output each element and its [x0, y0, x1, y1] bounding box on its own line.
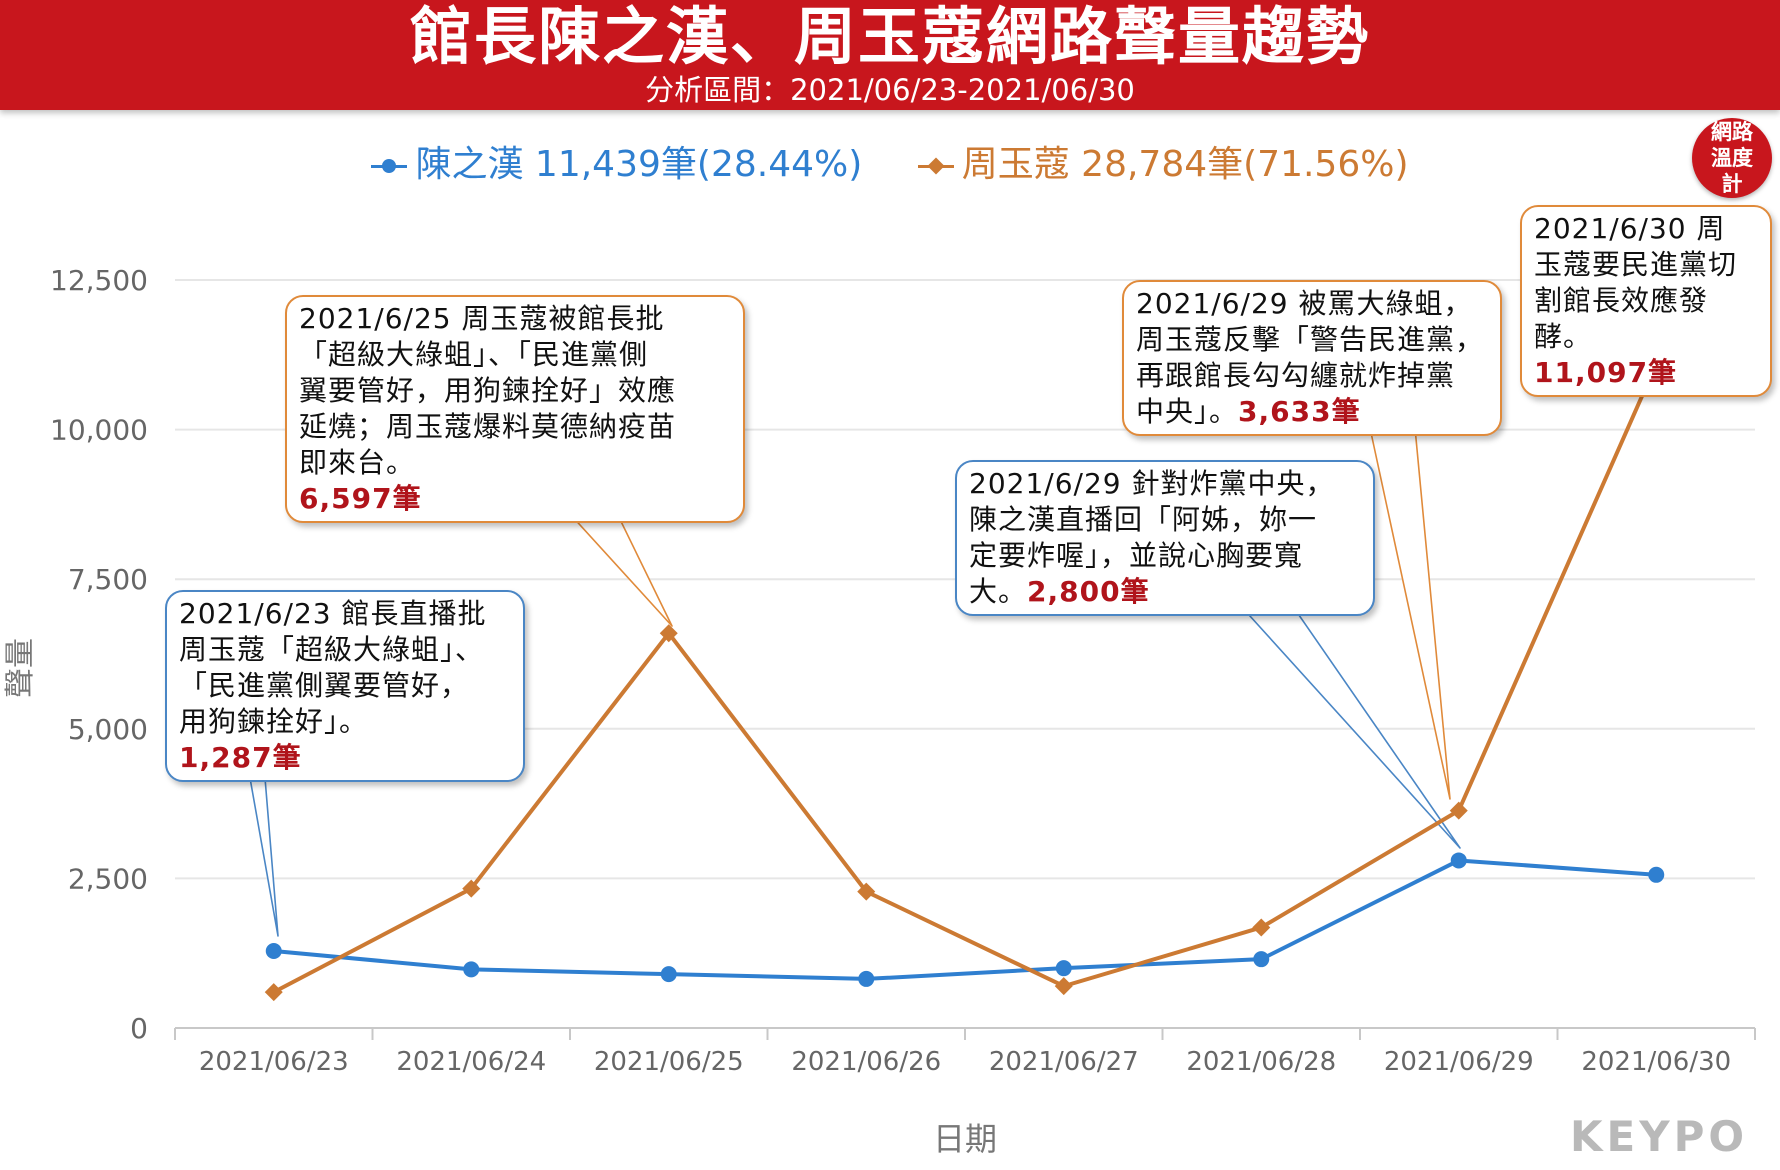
series-line-0 [273, 858, 1657, 981]
series-line-1 [272, 363, 1659, 994]
data-point [660, 966, 677, 983]
title-banner: 館長陳之漢、周玉蔻網路聲量趨勢 分析區間：2021/06/23-2021/06/… [0, 0, 1780, 110]
legend-item-chen[interactable]: 陳之漢 11,439筆(28.44%) [371, 140, 862, 190]
callout-text-line: 玉蔻要民進黨切 [1534, 248, 1738, 281]
page-title: 館長陳之漢、周玉蔻網路聲量趨勢 [409, 0, 1370, 73]
data-point [1253, 951, 1270, 968]
chart-legend: 陳之漢 11,439筆(28.44%) 周玉蔻 28,784筆(71.56%) [0, 140, 1780, 190]
chart-axes: 0 2,500 5,000 7,500 10,000 12,500 2021/06/23 20… [3, 264, 1756, 1158]
y-axis-title: 聲量 [3, 638, 38, 698]
callout-text-line: 用狗鍊拴好」。 [179, 705, 369, 738]
data-point [857, 882, 876, 901]
y-tick-label: 0 [130, 1012, 148, 1045]
callout-text-line: 2021/6/29 被罵大綠蛆， [1136, 287, 1473, 320]
data-point [462, 879, 481, 898]
data-point [1648, 866, 1665, 883]
callout-text-line: 再跟館長勾勾纏就炸掉黨 [1136, 359, 1456, 392]
data-point [1450, 852, 1467, 869]
callout-count-line: 大。2,800筆 [969, 574, 1361, 610]
data-point [265, 942, 282, 959]
callout-text-line: 周玉蔻反擊「警告民進黨， [1136, 323, 1485, 356]
callout-text-line: 延燒；周玉蔻爆料莫德納疫苗 [299, 410, 677, 443]
callout-a3: 2021/6/29 針對炸黨中央， 陳之漢直播回「阿姊，妳一 定要炸喔」，並說心胸要… [955, 460, 1375, 616]
callout-text-line: 即來台。 [299, 446, 416, 479]
y-tick-label: 12,500 [50, 264, 148, 297]
x-tick-label: 2021/06/25 [594, 1047, 744, 1077]
y-tick-label: 2,500 [68, 862, 148, 895]
callout-count: 1,287筆 [179, 741, 302, 774]
y-tick-label: 7,500 [68, 563, 148, 596]
x-axis-title: 日期 [933, 1120, 997, 1158]
x-tick-label: 2021/06/27 [989, 1047, 1139, 1077]
thermometer-badge-logo: 網路溫度計 [1692, 118, 1772, 198]
callout-count: 6,597筆 [299, 482, 422, 515]
analysis-period: 分析區間：2021/06/23-2021/06/30 [645, 73, 1135, 107]
keypo-logo: KEYPO [1570, 1112, 1749, 1161]
legend-diamond-marker-icon [917, 156, 954, 176]
callout-text-line: 陳之漢直播回「阿姊，妳一 [969, 503, 1318, 536]
data-point [1449, 801, 1468, 820]
callout-text-line: 「民進黨側翼要管好， [179, 669, 470, 702]
callout-text-line: 中央」。 [1136, 395, 1239, 428]
callout-count-line: 11,097筆 [1534, 355, 1758, 391]
y-tick-label: 10,000 [50, 414, 148, 447]
legend-item-zhou[interactable]: 周玉蔻 28,784筆(71.56%) [917, 140, 1409, 190]
callout-count-line: 1,287筆 [179, 740, 511, 776]
data-point [264, 983, 283, 1002]
data-point [1054, 977, 1073, 996]
callout-text-line: 2021/6/23 館長直播批 [179, 597, 487, 630]
callout-text-line: 割館長效應發酵。 [1534, 284, 1709, 353]
y-tick-label: 5,000 [68, 713, 148, 746]
callout-a4: 2021/6/29 被罵大綠蛆， 周玉蔻反擊「警告民進黨， 再跟館長勾勾纏就炸掉黨中… [1122, 280, 1502, 436]
callout-count: 3,633筆 [1238, 395, 1361, 428]
series-markers [264, 354, 1666, 1002]
data-point [659, 624, 678, 643]
callout-count-line: 6,597筆 [299, 481, 731, 517]
x-tick-label: 2021/06/24 [396, 1047, 546, 1077]
data-point [463, 961, 480, 978]
x-tick-label: 2021/06/28 [1186, 1047, 1336, 1077]
series-lines [272, 363, 1659, 994]
callout-text-line: 定要炸喔」，並說心胸要寬 [969, 539, 1304, 572]
data-point [1252, 918, 1271, 937]
callout-text-line: 周玉蔻「超級大綠蛆」、 [179, 633, 485, 666]
callout-count-line: 中央」。3,633筆 [1136, 394, 1488, 430]
legend-label-zhou: 周玉蔻 28,784筆(71.56%) [961, 144, 1409, 185]
x-tick-label: 2021/06/26 [791, 1047, 941, 1077]
data-point [1055, 960, 1072, 977]
callout-text-line: 「超級大綠蛆」、「民進黨側 [299, 338, 649, 371]
callout-count: 2,800筆 [1027, 575, 1150, 608]
callout-text-line: 2021/6/25 周玉蔻被館長批 [299, 302, 665, 335]
x-tick-label: 2021/06/30 [1581, 1047, 1731, 1077]
callout-text-line: 2021/6/30 周 [1534, 212, 1726, 245]
callout-pointer [249, 777, 279, 937]
callout-a2: 2021/6/25 周玉蔻被館長批 「超級大綠蛆」、「民進黨側 翼要管好，用狗鍊拴好… [285, 295, 745, 523]
callout-text-line: 翼要管好，用狗鍊拴好」效應 [299, 374, 677, 407]
x-tick-label: 2021/06/29 [1384, 1047, 1534, 1077]
legend-circle-marker-icon [371, 156, 408, 176]
x-tick-label: 2021/06/23 [199, 1047, 349, 1077]
callout-text-line: 2021/6/29 針對炸黨中央， [969, 467, 1335, 500]
legend-label-chen: 陳之漢 11,439筆(28.44%) [415, 144, 863, 185]
callout-a5: 2021/6/30 周玉蔻要民進黨切 割館長效應發酵。 11,097筆 [1520, 205, 1772, 397]
data-point [858, 970, 875, 987]
callout-a1: 2021/6/23 館長直播批 周玉蔻「超級大綠蛆」、 「民進黨側翼要管好， 用狗鍊拴… [165, 590, 525, 782]
callout-text-line: 大。 [969, 575, 1028, 608]
callout-count: 11,097筆 [1534, 356, 1678, 389]
